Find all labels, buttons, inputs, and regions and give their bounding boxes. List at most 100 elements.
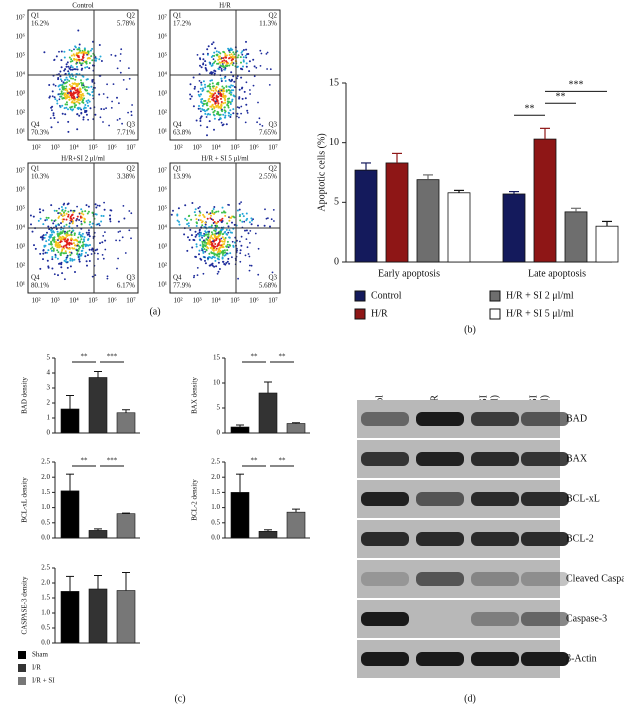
significance-label: **	[279, 457, 287, 465]
flow-dot	[60, 59, 63, 62]
flow-dot	[97, 258, 99, 260]
flow-dot	[73, 239, 76, 242]
flow-x-tick: 10³	[50, 144, 59, 152]
flow-dot	[226, 260, 229, 263]
flow-dot	[220, 68, 223, 70]
quadrant-label: Q2	[126, 165, 135, 173]
flow-dot	[238, 88, 241, 91]
flow-dot	[247, 232, 250, 235]
y-tick-label: 3	[47, 384, 51, 392]
flow-dot	[202, 251, 205, 254]
flow-dot	[209, 100, 212, 103]
flow-dot	[76, 243, 79, 246]
quadrant-value: 70.3%	[31, 129, 49, 137]
flow-dot	[250, 217, 253, 220]
flow-dot	[215, 265, 218, 268]
flow-dot	[222, 92, 225, 95]
flow-dot	[224, 56, 227, 59]
flow-dot	[71, 109, 74, 112]
flow-dot	[64, 207, 67, 209]
flow-dot	[94, 274, 97, 276]
flow-dot	[89, 107, 92, 110]
flow-dot	[221, 217, 224, 220]
flow-x-tick: 10⁵	[230, 144, 240, 152]
flow-dot	[90, 253, 93, 255]
flow-dot	[213, 61, 216, 64]
flow-dot	[210, 218, 213, 221]
flow-dot	[213, 206, 216, 208]
flow-dot	[81, 101, 84, 103]
flow-dot	[87, 86, 90, 89]
flow-dot	[218, 118, 220, 121]
flow-dot	[77, 101, 80, 104]
flow-y-tick: 10³	[16, 243, 25, 251]
flow-dot	[73, 209, 76, 212]
blot-band	[471, 532, 519, 546]
quadrant-label: Q1	[31, 12, 40, 20]
flow-dot	[67, 65, 70, 68]
flow-dot	[228, 49, 230, 52]
flow-dot	[223, 210, 225, 213]
flow-dot	[245, 219, 248, 222]
flow-dot	[229, 62, 232, 65]
panel-label: (b)	[464, 324, 476, 335]
flow-dot	[65, 65, 68, 68]
flow-dot	[213, 96, 216, 99]
flow-dot	[57, 216, 60, 219]
flow-dot	[42, 234, 45, 237]
flow-dot	[217, 261, 220, 264]
flow-dot	[68, 222, 71, 225]
flow-dot	[65, 256, 68, 259]
flow-dot	[228, 51, 231, 54]
flow-dot	[71, 105, 74, 108]
flow-dot	[232, 51, 235, 54]
y-tick-label: 4	[47, 369, 51, 377]
flow-dot	[237, 277, 240, 280]
flow-dot	[226, 249, 229, 252]
flow-dot	[207, 257, 209, 260]
flow-dot	[255, 66, 258, 69]
flow-dot	[82, 54, 85, 57]
flow-dot	[50, 229, 53, 232]
flow-dot	[212, 89, 215, 92]
flow-dot	[236, 50, 239, 53]
y-axis-label: CASPASE-3 density	[21, 576, 29, 634]
flow-dot	[70, 64, 73, 67]
flow-title: H/R	[219, 2, 231, 10]
flow-dot	[98, 204, 101, 207]
flow-dot	[54, 84, 57, 87]
flow-dot	[58, 224, 60, 226]
y-tick-label: 1.0	[211, 503, 220, 511]
flow-dot	[89, 49, 92, 52]
flow-dot	[197, 90, 200, 93]
flow-dot	[75, 104, 77, 107]
flow-dot	[53, 117, 56, 119]
flow-dot	[223, 263, 226, 265]
flow-dot	[244, 97, 247, 100]
flow-dot	[57, 242, 60, 245]
flow-dot	[74, 46, 77, 49]
flow-y-tick: 10⁵	[16, 205, 26, 213]
flow-dot	[64, 232, 66, 235]
bar	[354, 169, 378, 263]
flow-dot	[215, 210, 218, 213]
flow-dot	[116, 67, 119, 70]
flow-dot	[217, 67, 220, 70]
flow-dot	[221, 211, 223, 214]
flow-dot	[197, 219, 200, 221]
bar	[595, 225, 619, 263]
y-tick-label: 0	[334, 256, 339, 267]
flow-dot	[195, 245, 198, 248]
flow-dot	[125, 88, 128, 90]
flow-dot	[94, 59, 97, 62]
flow-dot	[249, 93, 252, 95]
flow-dot	[47, 249, 50, 252]
flow-dot	[220, 69, 223, 72]
flow-dot	[184, 217, 187, 220]
flow-dot	[104, 231, 106, 234]
flow-x-tick: 10⁵	[88, 144, 98, 152]
flow-dot	[199, 64, 201, 67]
flow-dot	[270, 218, 273, 221]
blot-band	[416, 412, 464, 426]
flow-dot	[228, 229, 231, 232]
